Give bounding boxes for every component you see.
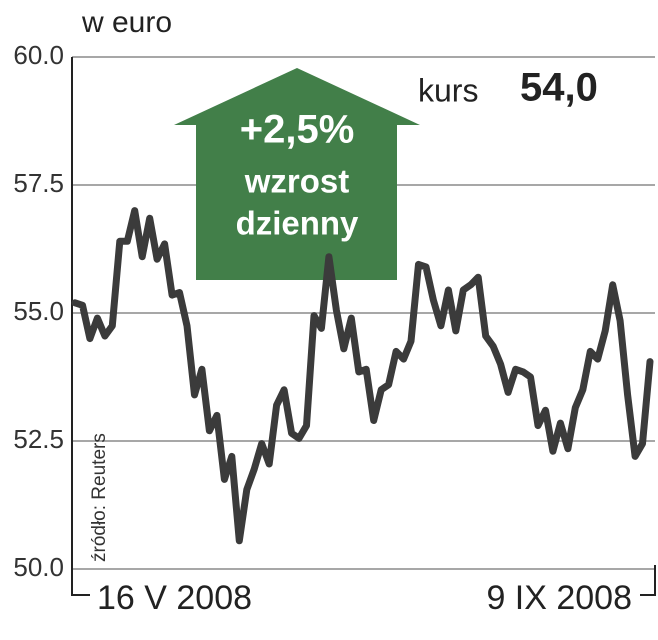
y-tick-label: 57.5 — [13, 168, 64, 198]
change-value: +2,5% — [240, 108, 355, 152]
plot — [71, 207, 654, 545]
x-tick-label: 16 V 2008 — [97, 579, 252, 617]
change-label: dzienny — [236, 205, 359, 242]
kurs-label: kurs — [418, 72, 478, 108]
change-arrow — [174, 68, 420, 280]
kurs-value: 54,0 — [520, 66, 598, 110]
grid: 50.0 52.5 55.0 57.5 60.0 — [13, 40, 655, 582]
chart-title: w euro — [81, 6, 172, 39]
source: źródło: Reuters — [89, 433, 110, 562]
axis — [640, 565, 656, 596]
y-tick-label: 60.0 — [13, 40, 64, 70]
y-tick-label: 50.0 — [13, 552, 64, 582]
y-tick-label: 55.0 — [13, 296, 64, 326]
axis — [71, 57, 90, 596]
x-tick-label: 9 IX 2008 — [486, 579, 632, 617]
price-line — [71, 207, 654, 545]
change-label: wzrost — [244, 163, 350, 200]
y-tick-label: 52.5 — [13, 424, 64, 454]
